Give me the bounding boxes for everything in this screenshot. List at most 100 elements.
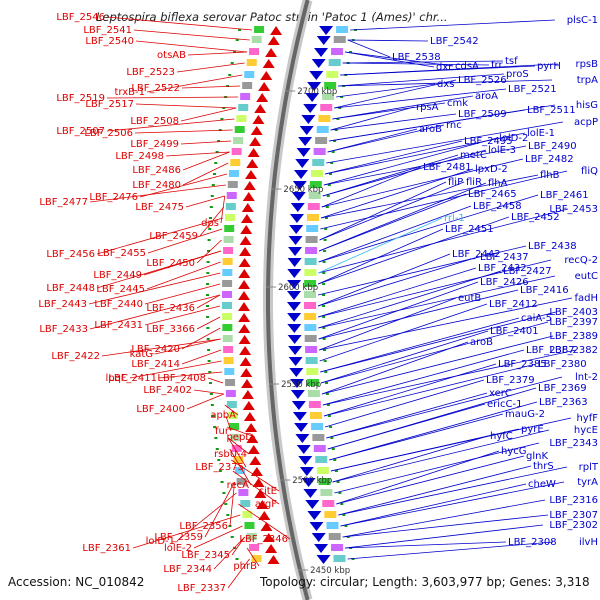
gene-label-left[interactable]: LBF_2414 [131, 359, 180, 370]
gene-label-right[interactable]: LBF_2382 [549, 345, 598, 356]
gene-label-left[interactable]: LBF_2507 [56, 126, 105, 137]
gene-label-right[interactable]: aroB [419, 124, 442, 135]
gene-label-right[interactable]: LBF_2453 [549, 204, 598, 215]
gene-label-right[interactable]: fadH [574, 293, 598, 304]
gene-label-left[interactable]: LBF_2359 [154, 532, 203, 543]
gene-label-right[interactable]: hyfC [490, 431, 513, 442]
gene-label-right[interactable]: LBF_2307 [549, 510, 598, 521]
gene-label-left[interactable]: LBF_2431 [94, 320, 143, 331]
gene-label-left[interactable]: LBF_2449 [93, 270, 142, 281]
gene-label-left[interactable]: otsAB [157, 50, 186, 61]
gene-label-right[interactable]: tyrA [577, 477, 598, 488]
gene-label-right[interactable]: LBF_2387 [526, 345, 575, 356]
gene-label-right[interactable]: LBF_2343 [549, 438, 598, 449]
gene-label-right[interactable]: plsC-1 [567, 15, 598, 26]
gene-label-right[interactable]: LBF_2437 [480, 252, 529, 263]
gene-label-left[interactable]: LBF_2476 [89, 192, 138, 203]
gene-label-right[interactable]: LBF_2316 [549, 495, 598, 506]
gene-label-right[interactable]: acpP [574, 117, 598, 128]
gene-label-left[interactable]: citE [258, 486, 277, 497]
gene-label-left[interactable]: lolE-2 [164, 543, 192, 554]
gene-label-right[interactable]: proS [506, 69, 529, 80]
gene-label-left[interactable]: LBF_2523 [126, 67, 175, 78]
gene-label-right[interactable]: LBF_2481 [423, 162, 472, 173]
gene-label-left[interactable]: LBF_2400 [136, 404, 185, 415]
gene-label-left[interactable]: LBF_2411 [108, 373, 157, 384]
gene-label-right[interactable]: LBF_2380 [538, 359, 587, 370]
gene-label-left[interactable]: LBF_2361 [82, 543, 131, 554]
gene-label-right[interactable]: LBF_2302 [549, 520, 598, 531]
gene-label-right[interactable]: LBF_2465 [468, 189, 517, 200]
gene-label-left[interactable]: LBF_2448 [46, 283, 95, 294]
gene-label-left[interactable]: LBF_2522 [131, 83, 180, 94]
gene-label-right[interactable]: LBF_2401 [490, 326, 539, 337]
gene-label-left[interactable]: LBF_2475 [135, 202, 184, 213]
gene-label-left[interactable]: LBF_2459 [149, 231, 198, 242]
gene-label-left[interactable]: LBF_2541 [83, 25, 132, 36]
gene-label-left[interactable]: apbA [210, 410, 236, 421]
gene-label-right[interactable]: pyrE [521, 424, 544, 435]
gene-label-right[interactable]: aroA [475, 91, 498, 102]
gene-label-right[interactable]: LBF_2538 [392, 52, 441, 63]
gene-label-left[interactable]: katG [130, 349, 153, 360]
gene-label-left[interactable]: recA [227, 480, 250, 491]
gene-label-right[interactable]: LBF_2426 [480, 277, 529, 288]
gene-label-right[interactable]: LBF_2416 [520, 285, 569, 296]
gene-label-right[interactable]: LBF_2452 [511, 212, 560, 223]
gene-label-left[interactable]: LBF_2402 [143, 385, 192, 396]
gene-label-left[interactable]: pepD [226, 432, 253, 443]
gene-label-right[interactable]: LBF_2521 [508, 84, 557, 95]
gene-label-right[interactable]: xerC [489, 388, 512, 399]
gene-label-left[interactable]: lolD-1 [146, 536, 175, 547]
gene-label-left[interactable]: LBF_2408 [157, 373, 206, 384]
gene-label-right[interactable]: LBF_2495 [464, 136, 513, 147]
gene-label-right[interactable]: thrS [533, 461, 554, 472]
gene-label-right[interactable]: LBF_2397 [549, 317, 598, 328]
gene-label-left[interactable]: LBF_2455 [97, 248, 146, 259]
gene-label-left[interactable]: LBF_2519 [56, 93, 105, 104]
gene-label-left[interactable]: fur [215, 426, 230, 437]
gene-label-right[interactable]: LBF_2369 [538, 383, 587, 394]
gene-label-right[interactable]: lolE-1 [527, 128, 555, 139]
gene-label-left[interactable]: argF [255, 499, 277, 510]
gene-label-right[interactable]: lnt-2 [575, 372, 598, 383]
gene-label-left[interactable]: LBF_2356 [179, 521, 228, 532]
gene-label-right[interactable]: hycE [574, 425, 598, 436]
gene-label-right[interactable]: LBF_2482 [525, 154, 574, 165]
gene-label-left[interactable]: LBF_2546 [56, 12, 105, 23]
gene-label-left[interactable]: LBF_2498 [115, 151, 164, 162]
gene-label-right[interactable]: rrl-1 [444, 213, 465, 224]
gene-label-right[interactable]: mauG-2 [505, 409, 545, 420]
gene-label-right[interactable]: rpsA [416, 102, 439, 113]
gene-label-right[interactable]: glnK [526, 451, 548, 462]
gene-label-left[interactable]: LBF_2456 [46, 249, 95, 260]
gene-label-right[interactable]: LBF_2403 [549, 307, 598, 318]
gene-label-left[interactable]: rsbU-4 [214, 449, 247, 460]
gene-label-left[interactable]: LBF_2433 [39, 324, 88, 335]
gene-label-right[interactable]: LBF_2438 [528, 241, 577, 252]
gene-label-right[interactable]: LBF_2308 [508, 537, 557, 548]
gene-label-right[interactable]: LBF_2461 [540, 190, 589, 201]
gene-label-left[interactable]: phrB [233, 561, 257, 572]
gene-label-left[interactable]: LBF_2508 [130, 116, 179, 127]
gene-label-left[interactable]: LBF_2337 [177, 583, 226, 594]
gene-label-left[interactable]: trxB-1 [114, 87, 145, 98]
gene-label-right[interactable]: fliR [466, 177, 482, 188]
gene-label-right[interactable]: trpA [577, 75, 598, 86]
gene-label-right[interactable]: recQ-2 [564, 255, 598, 266]
gene-label-right[interactable]: pyrH [537, 61, 561, 72]
gene-label-right[interactable]: dxs [437, 79, 454, 90]
gene-label-left[interactable]: LBF_2443 [38, 299, 87, 310]
gene-label-left[interactable]: LBF_3366 [146, 324, 195, 335]
gene-label-right[interactable]: LBF_2458 [473, 201, 522, 212]
gene-label-right[interactable]: LBF_2490 [528, 141, 577, 152]
gene-label-right[interactable]: rnc [446, 120, 462, 131]
gene-label-right[interactable]: hyfF [576, 413, 598, 424]
gene-label-left[interactable]: LBF_2420 [131, 344, 180, 355]
gene-label-left[interactable]: LBF_2499 [130, 139, 179, 150]
gene-label-right[interactable]: fliP [448, 177, 463, 188]
gene-label-right[interactable]: aroB [470, 337, 493, 348]
gene-label-left[interactable]: lpqC [106, 373, 128, 384]
gene-label-right[interactable]: hycG [501, 446, 527, 457]
gene-label-right[interactable]: hisG [576, 100, 598, 111]
